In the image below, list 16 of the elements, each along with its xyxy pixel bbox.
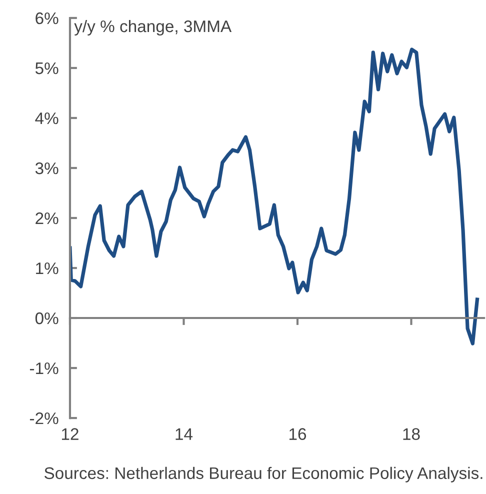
line-series	[70, 48, 480, 346]
x-tick-label: 12	[62, 428, 78, 440]
y-tick-label: 6%	[36, 12, 58, 24]
y-tick-label: 0%	[35, 312, 58, 324]
x-tick-label: 16	[290, 428, 306, 440]
y-tick-label: 3%	[35, 162, 58, 174]
y-tick-label: 1%	[36, 262, 58, 274]
chart-title: y/y % change, 3MMA	[74, 20, 232, 36]
x-tick-label: 18	[403, 428, 420, 440]
y-tick-label: 2%	[36, 212, 58, 224]
y-tick-label: -2%	[30, 412, 58, 424]
y-tick-label: -1%	[30, 362, 58, 374]
source-note: Sources: Netherlands Bureau for Economic Policy Analysis.	[44, 466, 482, 482]
y-tick-label: 5%	[35, 62, 58, 74]
x-tick-label: 14	[176, 428, 193, 440]
y-tick-label: 4%	[35, 112, 58, 124]
